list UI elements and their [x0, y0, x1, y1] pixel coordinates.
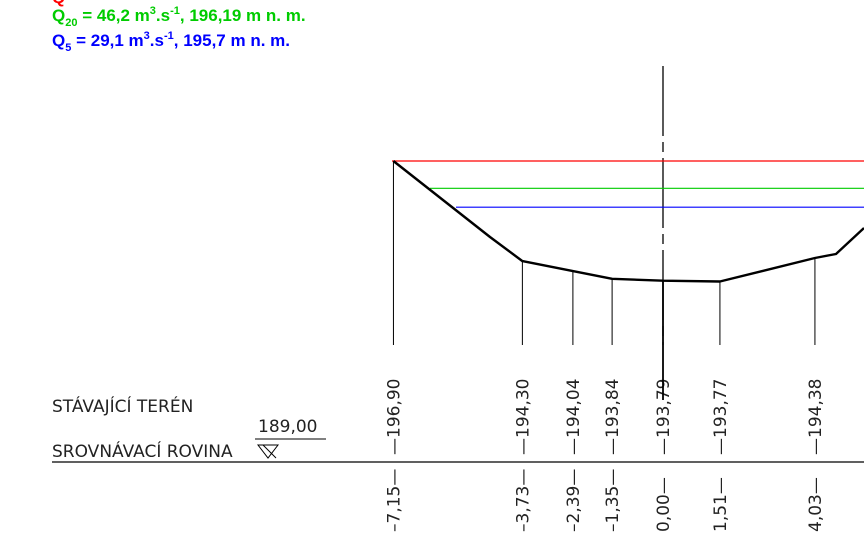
legend-q5-sub: 5: [65, 42, 71, 54]
station-offset-label: –2,39—: [564, 469, 584, 532]
station-elevation-label: —194,30: [513, 379, 533, 455]
legend-q100-symbol: Q: [52, 0, 65, 7]
legend-q5-sup: 3: [144, 30, 150, 42]
station-elevation-label: —193,77: [711, 379, 731, 455]
legend-q5-text3: , 195,7 m n. m.: [174, 31, 290, 50]
legend-q20-sub: 20: [65, 17, 77, 29]
datum-row-label: SROVNÁVACÍ ROVINA: [52, 440, 233, 462]
datum-value: 189,00: [258, 417, 317, 437]
station-elevation-label: —194,38: [806, 379, 826, 455]
legend-q5: Q5 = 29,1 m3.s-1, 195,7 m n. m.: [52, 30, 290, 54]
legend-q100: Q 100: [52, 0, 88, 7]
legend-q100-sub: 100: [70, 0, 88, 2]
legend-q5-symbol: Q: [52, 31, 65, 50]
legend-q5-text2: .s: [150, 31, 164, 50]
legend-q20-text3: , 196,19 m n. m.: [180, 6, 306, 25]
station-elevation-label: —194,04: [564, 379, 584, 455]
stations: —196,90 –7,15— —194,30 –3,73— —194,04 –2,39— —…: [384, 161, 826, 532]
legend-q5-sup2: -1: [164, 30, 174, 42]
station-offset-label: –7,15—: [384, 469, 404, 532]
legend-q20: Q20 = 46,2 m3.s-1, 196,19 m n. m.: [52, 5, 306, 29]
legend-q20-sup2: -1: [170, 5, 180, 17]
terrain-profile: [392, 160, 864, 283]
station-offset-label: –1,35—: [603, 469, 623, 532]
legend-q20-sup: 3: [150, 5, 156, 17]
terrain-row-label: STÁVAJÍCÍ TERÉN: [52, 395, 193, 417]
station-offset-label: 4,03—: [806, 477, 826, 532]
legend-q20-symbol: Q: [52, 6, 65, 25]
legend: Q 100 Q20 = 46,2 m3.s-1, 196,19 m n. m. …: [52, 0, 306, 54]
station-offset-label: 1,51—: [711, 477, 731, 532]
legend-q20-text2: .s: [156, 6, 170, 25]
datum-marker-icon: [256, 444, 280, 459]
legend-q5-text: = 29,1 m: [71, 31, 143, 50]
station-elevation-label: —193,79: [654, 379, 674, 455]
station-elevation-label: —193,84: [603, 379, 623, 455]
legend-q20-text: = 46,2 m: [77, 6, 149, 25]
station-elevation-label: —196,90: [384, 379, 404, 455]
station-offset-label: 0,00—: [654, 477, 674, 532]
water-levels: [392, 160, 864, 208]
station-offset-label: –3,73—: [513, 469, 533, 532]
